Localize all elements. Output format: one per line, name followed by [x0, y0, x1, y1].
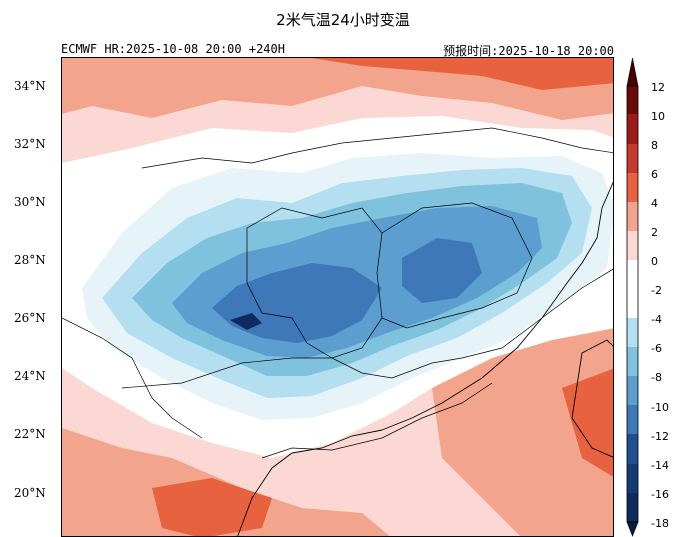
colorbar-seg-m12	[627, 434, 638, 464]
chart-title: 2米气温24小时变温	[276, 11, 410, 29]
valid-time-label: 预报时间:2025-10-18 20:00	[443, 44, 614, 58]
colorbar-seg-8	[627, 144, 638, 173]
colorbar-tick-8: 8	[651, 139, 658, 152]
colorbar-seg-m10	[627, 405, 638, 434]
colorbar-seg-12	[627, 86, 638, 114]
temperature-change-field	[62, 58, 613, 536]
colorbar-tick-m16: -16	[651, 488, 669, 501]
colorbar-tick-m2: -2	[651, 284, 662, 297]
colorbar-tick-2: 2	[651, 226, 658, 239]
colorbar-tick-0: 0	[651, 255, 658, 268]
lat-label-30: 30°N	[14, 195, 46, 209]
colorbar-seg-2	[627, 231, 638, 260]
field-cool-minus10-east	[402, 238, 482, 303]
colorbar-tick-m12: -12	[651, 430, 669, 443]
colorbar-tick-m18: -18	[651, 517, 669, 530]
colorbar-seg-m4	[627, 318, 638, 347]
colorbar-seg-10	[627, 114, 638, 144]
colorbar-tick-m8: -8	[651, 371, 662, 384]
colorbar-seg-m8	[627, 376, 638, 405]
lat-label-32: 32°N	[14, 137, 46, 151]
lat-label-34: 34°N	[14, 79, 46, 93]
lat-label-22: 22°N	[14, 427, 46, 441]
field-warm-south-strong	[152, 478, 272, 536]
lat-label-24: 24°N	[14, 369, 46, 383]
colorbar	[626, 57, 639, 537]
colorbar-tick-m10: -10	[651, 401, 669, 414]
colorbar-tick-m6: -6	[651, 342, 662, 355]
field-cool-min-core	[230, 313, 262, 330]
field-warm-east-strong	[562, 368, 613, 477]
colorbar-tick-6: 6	[651, 168, 658, 181]
colorbar-top-arrow	[626, 57, 639, 87]
colorbar-tick-10: 10	[651, 110, 665, 123]
field-warm-southeast	[432, 328, 613, 536]
colorbar-seg-m16	[627, 493, 638, 522]
lat-label-20: 20°N	[14, 486, 46, 500]
colorbar-tick-12: 12	[651, 81, 665, 94]
colorbar-seg-4	[627, 202, 638, 231]
field-warm-southwest	[62, 428, 390, 536]
colorbar-tick-m14: -14	[651, 459, 669, 472]
model-run-label: ECMWF HR:2025-10-08 20:00 +240H	[61, 42, 285, 56]
lat-label-28: 28°N	[14, 253, 46, 267]
field-warm-north-strong	[312, 58, 613, 90]
colorbar-tick-4: 4	[651, 197, 658, 210]
colorbar-seg-6	[627, 173, 638, 202]
lat-label-26: 26°N	[14, 311, 46, 325]
coastline	[237, 181, 613, 536]
colorbar-seg-m6	[627, 347, 638, 376]
colorbar-bottom-arrow	[626, 521, 639, 537]
colorbar-seg-0	[627, 260, 638, 318]
colorbar-tick-m4: -4	[651, 313, 662, 326]
colorbar-frame	[626, 85, 639, 523]
colorbar-seg-m14	[627, 464, 638, 493]
map-panel	[61, 57, 614, 537]
